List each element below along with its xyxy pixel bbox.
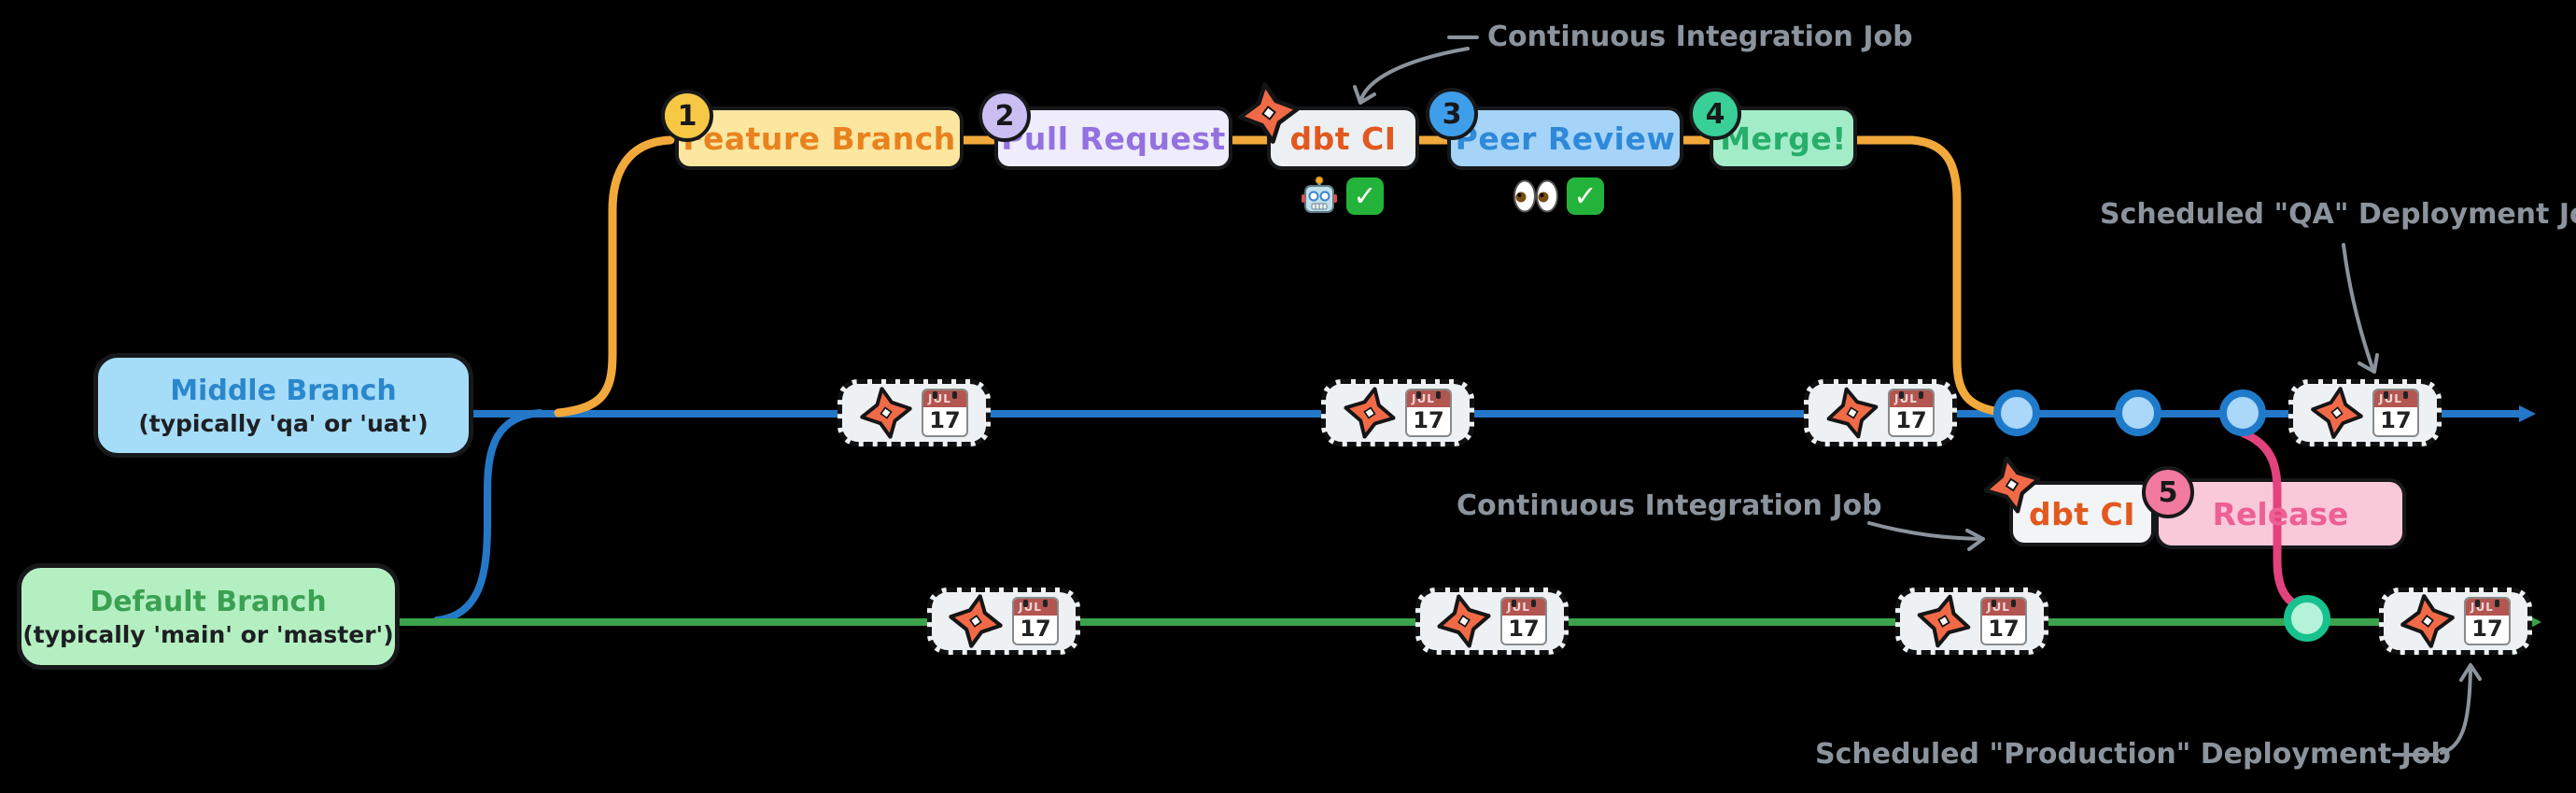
calendar-day: 17 [1508, 616, 1540, 642]
merge-in-curve [1852, 135, 2012, 418]
calendar-icon: JUL 17 [1980, 597, 2027, 645]
ci-top-annotation: Continuous Integration Job [1487, 21, 1913, 53]
ci-top-arrow [1359, 47, 1470, 101]
step-number-4: 4 [1689, 88, 1741, 140]
dbt-logo-icon [1983, 456, 2041, 514]
calendar-icon: JUL 17 [1405, 389, 1452, 437]
calendar-day: 17 [2380, 407, 2412, 433]
dbt-ci-release-label: dbt CI [2028, 495, 2135, 532]
dbt-ci-step-box: dbt CI [1267, 106, 1419, 170]
check-icon: ✓ [1346, 177, 1384, 215]
pull-request-step-box: Pull Request [994, 106, 1232, 170]
calendar-day: 17 [2471, 616, 2503, 642]
middle-branch-subtitle: (typically 'qa' or 'uat') [138, 409, 429, 437]
dbt-logo-icon [2310, 386, 2364, 440]
production-annotation: Scheduled "Production" Deployment Job [1815, 738, 2451, 771]
scheduled-job-icon: JUL 17 [838, 379, 991, 446]
default-branch-subtitle: (typically 'main' or 'master') [22, 620, 394, 648]
default-branch-title: Default Branch [90, 585, 327, 618]
pull-request-step-label: Pull Request [1001, 120, 1226, 157]
calendar-icon: JUL 17 [1500, 597, 1547, 645]
calendar-day: 17 [1020, 616, 1051, 642]
step-number-2: 2 [978, 90, 1031, 142]
feature-branch-out-curve [554, 135, 675, 418]
scheduled-job-icon: JUL 17 [1415, 588, 1569, 655]
calendar-icon: JUL 17 [2372, 389, 2419, 437]
step-number-1: 1 [661, 90, 713, 142]
branch-off-curve [433, 409, 543, 624]
dbt-logo-icon [1237, 81, 1301, 145]
feature-branch-step-label: Feature Branch [683, 120, 956, 157]
step-number-3: 3 [1426, 88, 1478, 140]
dbt-logo-icon [1437, 594, 1491, 648]
robot-icon [1302, 176, 1337, 213]
calendar-icon: JUL 17 [1012, 597, 1059, 645]
release-line [2239, 429, 2297, 607]
eyes-icon [1513, 179, 1558, 213]
middle-branch-title: Middle Branch [170, 374, 397, 407]
feature-branch-step-box: Feature Branch [675, 106, 964, 170]
dbt-logo-icon [1344, 387, 1396, 439]
scheduled-job-icon: JUL 17 [1804, 379, 1957, 446]
peer-review-step-label: Peer Review [1455, 120, 1676, 157]
scheduled-job-icon: JUL 17 [927, 588, 1080, 655]
dbt-logo-icon [1917, 594, 1971, 648]
scheduled-job-icon: JUL 17 [1321, 379, 1474, 446]
qa-arrow [2342, 243, 2374, 370]
calendar-day: 17 [929, 407, 961, 433]
check-icon: ✓ [1567, 177, 1604, 215]
production-arrow [2440, 667, 2472, 755]
merge-step-label: Merge! [1720, 120, 1847, 157]
calendar-day: 17 [1895, 407, 1927, 433]
scheduled-qa-deployment-job-icon: JUL 17 [2288, 379, 2442, 446]
default-branch-box: Default Branch (typically 'main' or 'mas… [17, 563, 400, 670]
calendar-icon: JUL 17 [2464, 597, 2511, 645]
dbt-ci-release-box: dbt CI [2009, 481, 2155, 546]
dbt-logo-icon [1826, 387, 1879, 439]
ci-release-annotation: Continuous Integration Job [1457, 489, 1882, 522]
ci-release-arrow [1867, 521, 1981, 541]
calendar-day: 17 [1988, 616, 2020, 642]
calendar-day: 17 [1413, 407, 1444, 433]
dbt-ci-step-label: dbt CI [1289, 120, 1397, 157]
dbt-logo-icon [2400, 593, 2456, 649]
scheduled-job-icon: JUL 17 [1895, 588, 2048, 655]
middle-branch-box: Middle Branch (typically 'qa' or 'uat') [93, 353, 473, 458]
qa-annotation: Scheduled "QA" Deployment Job [2100, 198, 2576, 231]
peer-review-step-box: Peer Review [1447, 106, 1683, 170]
calendar-icon: JUL 17 [1888, 389, 1935, 437]
dbt-logo-icon [860, 387, 912, 439]
calendar-icon: JUL 17 [922, 389, 968, 437]
scheduled-production-deployment-job-icon: JUL 17 [2379, 588, 2532, 655]
step-number-5: 5 [2142, 466, 2194, 518]
middle-branch-arrowhead [2519, 405, 2536, 422]
dbt-logo-icon [949, 594, 1003, 648]
